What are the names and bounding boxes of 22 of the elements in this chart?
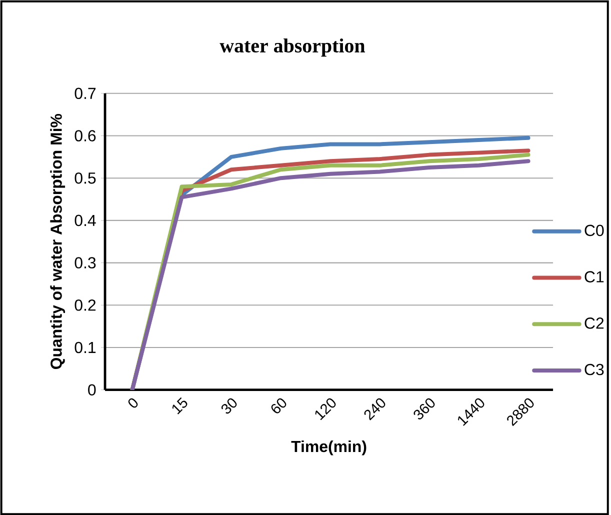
y-tick-label: 0.6 <box>74 130 96 142</box>
y-tick-label: 0.2 <box>74 299 96 311</box>
x-tick-label: 120 <box>315 398 336 420</box>
x-tick-label: 360 <box>414 398 435 420</box>
x-tick-label: 240 <box>364 398 386 420</box>
legend-label: C1 <box>584 270 604 282</box>
legend-label: C3 <box>584 364 604 375</box>
legend-label: C2 <box>584 317 604 329</box>
legend-label: C0 <box>584 224 604 236</box>
chart-title: water absorption <box>220 38 365 56</box>
x-tick-label: 0 <box>128 398 138 408</box>
y-tick-label: 0.1 <box>74 342 96 353</box>
y-tick-label: 0.3 <box>74 256 96 268</box>
x-tick-label: 15 <box>172 397 188 414</box>
x-tick-label: 60 <box>271 398 286 414</box>
x-tick-label: 30 <box>221 398 237 414</box>
y-tick-label: 0.7 <box>74 88 96 99</box>
y-tick-label: 0.4 <box>74 214 96 226</box>
y-tick-label: 0 <box>88 384 96 396</box>
y-axis-title: Quantity of water Absorption Mi% <box>50 114 66 369</box>
x-axis-title: Time(min) <box>291 440 366 456</box>
y-tick-label: 0.5 <box>74 172 96 184</box>
